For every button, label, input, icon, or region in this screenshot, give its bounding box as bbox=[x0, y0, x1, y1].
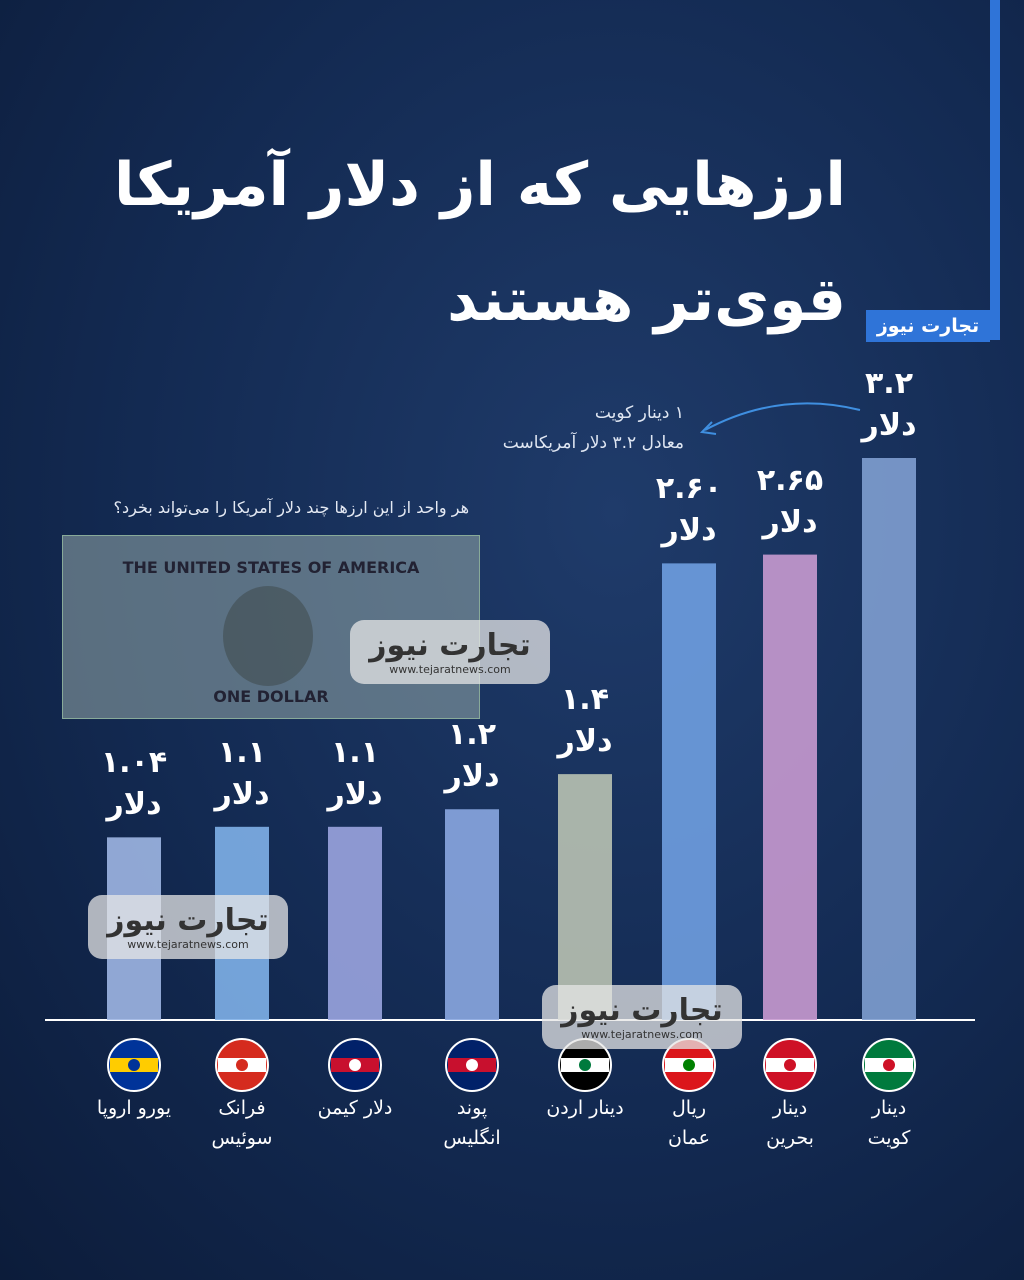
category-label: ریال عمان bbox=[667, 1097, 711, 1149]
value-unit: دلار bbox=[661, 513, 717, 549]
watermark: تجارت نیوز www.tejaratnews.com bbox=[350, 620, 550, 684]
annotation-line: معادل ۳.۲ دلار آمریکاست bbox=[502, 433, 684, 453]
category-label: دینار بحرین bbox=[766, 1097, 814, 1149]
title-line: ارزهایی که از دلار آمریکا bbox=[114, 150, 846, 220]
flag-detail bbox=[883, 1059, 895, 1071]
watermark-name: تجارت نیوز bbox=[561, 993, 723, 1028]
value-label: ۱.۲ bbox=[447, 717, 497, 753]
watermark: تجارت نیوز www.tejaratnews.com bbox=[542, 985, 742, 1049]
value-unit: دلار bbox=[106, 787, 162, 823]
value-label: ۱.۴ bbox=[560, 682, 610, 718]
value-label: ۳.۲ bbox=[864, 366, 914, 401]
value-unit: دلار bbox=[327, 776, 383, 812]
annotation-line: ۱ دینار کویت bbox=[594, 403, 684, 423]
flag-detail bbox=[784, 1059, 796, 1071]
logo: تجارت نیوز bbox=[866, 310, 990, 342]
flag-detail bbox=[349, 1059, 361, 1071]
annotation-arrow bbox=[704, 402, 861, 431]
watermark: تجارت نیوز www.tejaratnews.com bbox=[88, 895, 288, 959]
value-label: ۲.۶۰ bbox=[655, 471, 723, 507]
category-label: فرانک سوئیس bbox=[211, 1097, 273, 1149]
flag-detail bbox=[683, 1059, 695, 1071]
bar bbox=[328, 826, 382, 1020]
value-unit: دلار bbox=[214, 776, 270, 812]
bill-portrait bbox=[223, 586, 313, 686]
category-label: یورو اروپا bbox=[96, 1097, 172, 1119]
value-label: ۱.۰۴ bbox=[100, 745, 168, 781]
title-line: قوی‌تر هستند bbox=[447, 265, 846, 335]
flag-detail bbox=[128, 1059, 140, 1071]
category-label: دینار کویت bbox=[867, 1097, 911, 1149]
flag-detail bbox=[579, 1059, 591, 1071]
value-label: ۱.۱ bbox=[217, 734, 267, 770]
watermark-url: www.tejaratnews.com bbox=[127, 938, 249, 951]
bar bbox=[862, 458, 916, 1020]
bill-text: ONE DOLLAR bbox=[213, 687, 329, 706]
category-label: دلار کیمن bbox=[317, 1097, 393, 1119]
watermark-url: www.tejaratnews.com bbox=[389, 663, 511, 676]
dollar-bill: THE UNITED STATES OF AMERICA ONE DOLLAR bbox=[62, 535, 480, 719]
bar bbox=[558, 774, 612, 1020]
watermark-name: تجارت نیوز bbox=[107, 903, 269, 938]
bill-text: THE UNITED STATES OF AMERICA bbox=[122, 558, 420, 577]
bar bbox=[662, 563, 716, 1020]
value-label: ۲.۶۵ bbox=[756, 462, 824, 498]
category-label: پوند انگلیس bbox=[443, 1097, 501, 1149]
flag-detail bbox=[466, 1059, 478, 1071]
bar bbox=[445, 809, 499, 1020]
value-unit: دلار bbox=[557, 724, 613, 760]
watermark-name: تجارت نیوز bbox=[369, 628, 531, 663]
flag-detail bbox=[236, 1059, 248, 1071]
bar bbox=[763, 554, 817, 1020]
subtitle: هر واحد از این ارزها چند دلار آمریکا را … bbox=[113, 498, 469, 517]
value-unit: دلار bbox=[762, 504, 818, 540]
arrow-head bbox=[699, 421, 717, 435]
annotation: ۱ دینار کویت معادل ۳.۲ دلار آمریکاست bbox=[503, 398, 684, 458]
value-unit: دلار bbox=[861, 408, 917, 443]
value-unit: دلار bbox=[444, 759, 500, 795]
category-label: دینار اردن bbox=[546, 1097, 624, 1119]
value-label: ۱.۱ bbox=[330, 734, 380, 770]
watermark-url: www.tejaratnews.com bbox=[581, 1028, 703, 1041]
accent-bar bbox=[990, 0, 1000, 340]
